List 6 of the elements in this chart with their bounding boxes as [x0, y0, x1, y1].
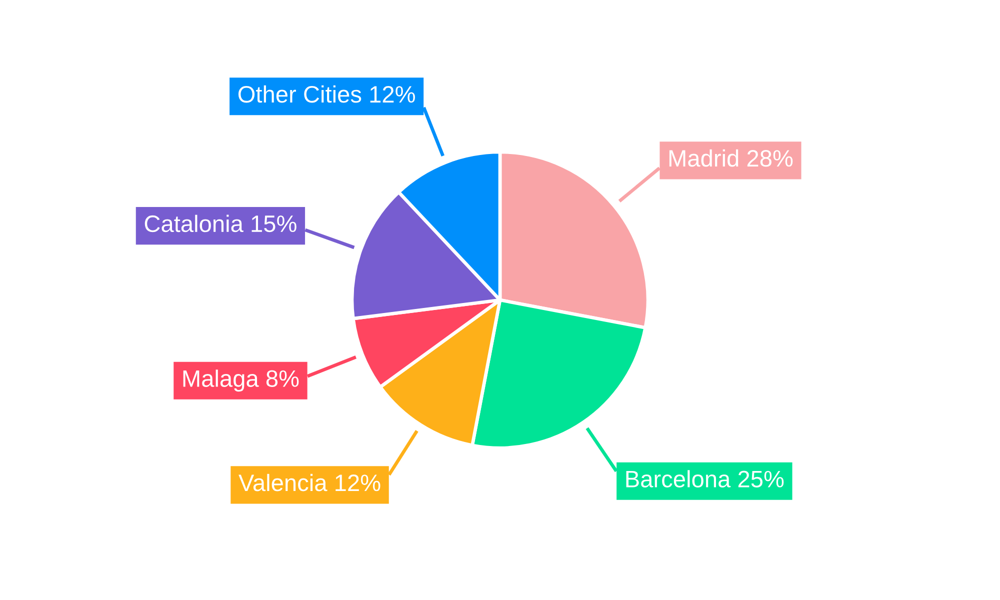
slice-label: Other Cities 12% — [238, 85, 415, 103]
slice-label: Madrid 28% — [669, 149, 793, 167]
slice-label: Valencia 12% — [238, 474, 380, 492]
slice-label: Catalonia 15% — [144, 214, 296, 232]
slice-label: Malaga 8% — [183, 370, 299, 392]
slice-label: Barcelona 25% — [626, 470, 784, 488]
